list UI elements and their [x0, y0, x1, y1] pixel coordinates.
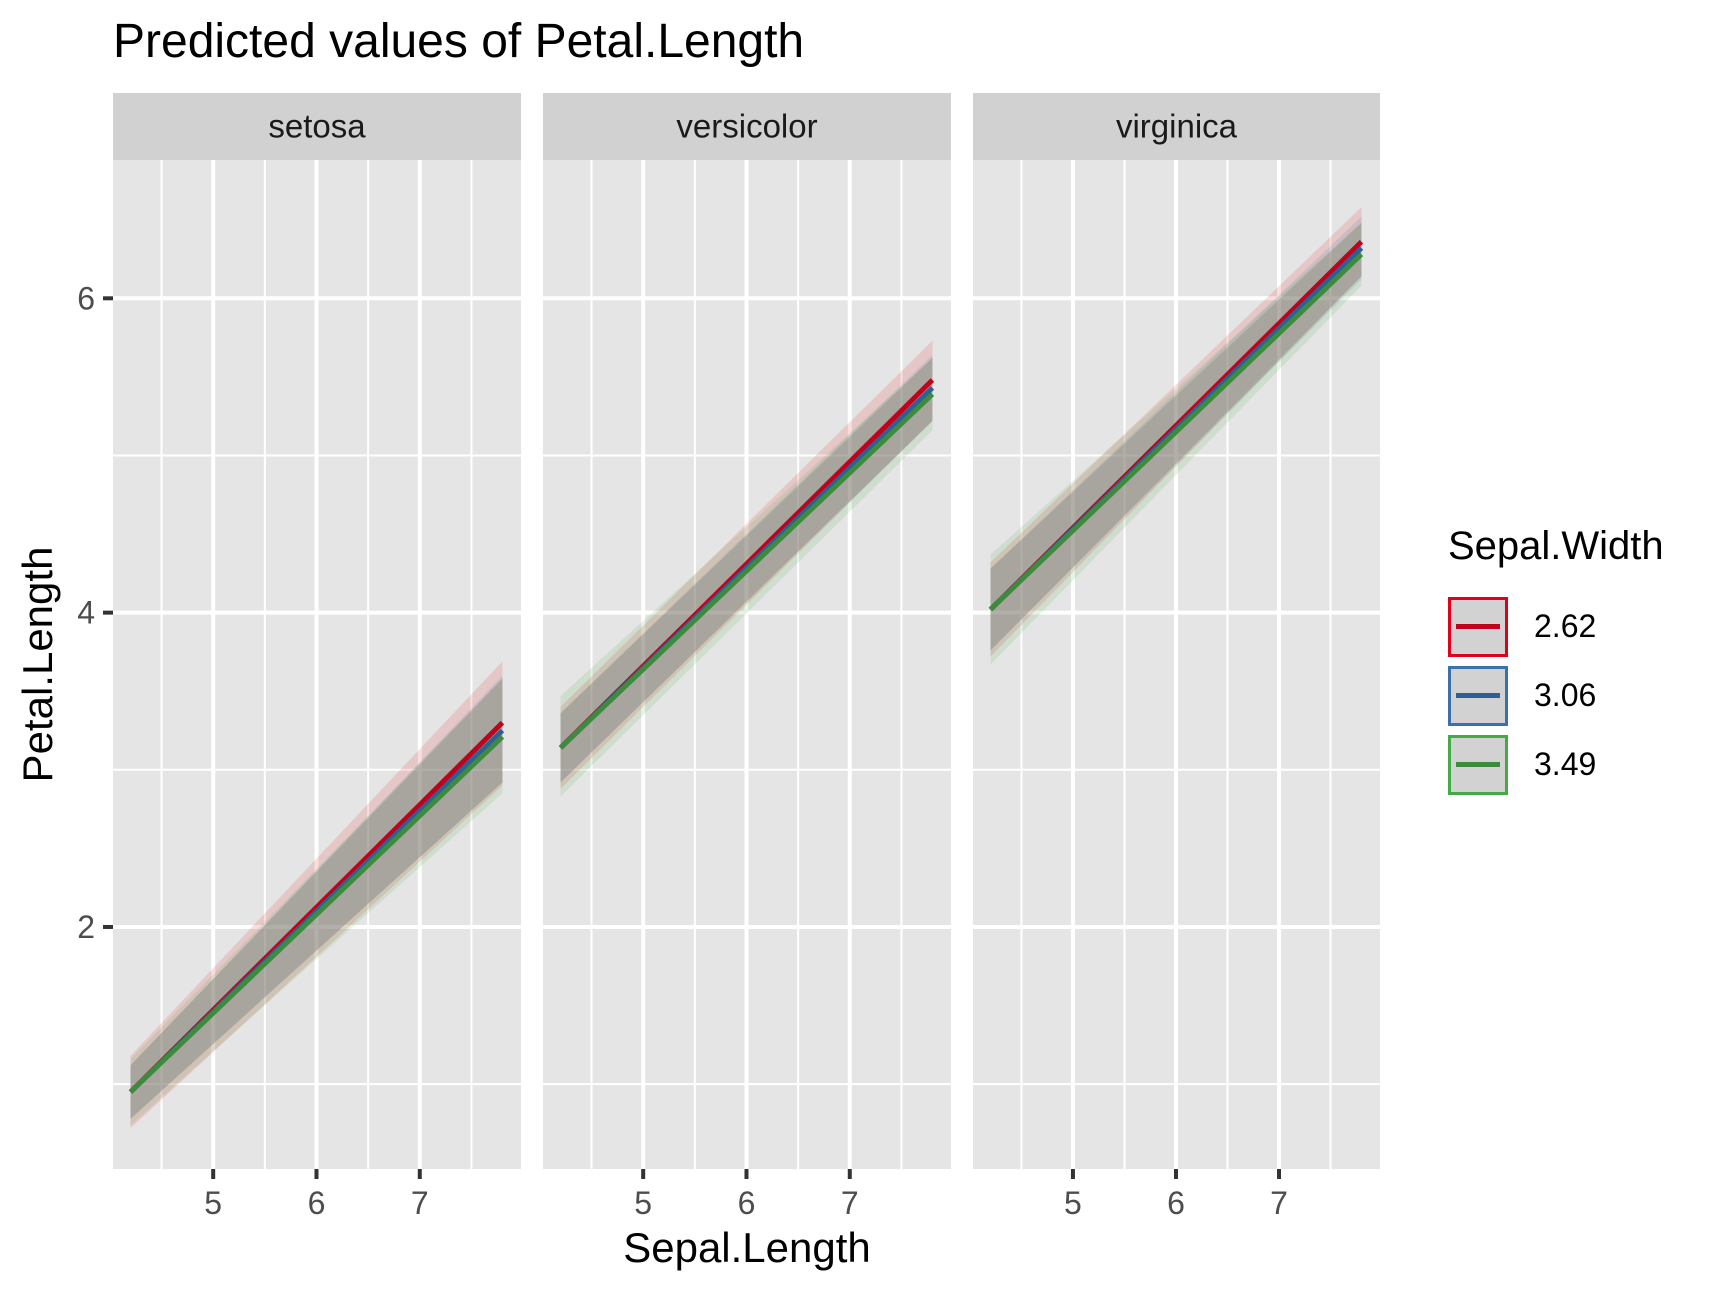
y-tick-label: 2: [77, 909, 95, 945]
x-tick-label: 7: [1270, 1185, 1288, 1221]
legend-label: 3.49: [1534, 746, 1597, 782]
legend-label: 3.06: [1534, 677, 1597, 713]
facet-panel-virginica: virginica 5 6 7: [973, 93, 1380, 1221]
confidence-band: [130, 678, 503, 1125]
x-tick-label: 7: [841, 1185, 859, 1221]
x-axis-title: Sepal.Length: [623, 1224, 871, 1271]
facet-panel-versicolor: versicolor 5 6 7: [543, 93, 951, 1221]
x-tick-label: 6: [1167, 1185, 1185, 1221]
y-axis-title: Petal.Length: [14, 547, 61, 783]
line-key-icon: [1456, 762, 1500, 767]
y-tick-label: 6: [77, 280, 95, 316]
legend-key-swatch: [1448, 665, 1508, 726]
legend-key-swatch: [1448, 734, 1508, 795]
x-tick-label: 6: [308, 1185, 326, 1221]
facet-panel-setosa: setosa 5 6 7: [113, 93, 521, 1221]
x-tick-label: 5: [634, 1185, 652, 1221]
prediction-line-3.49: [558, 392, 935, 750]
x-tick-label: 5: [1064, 1185, 1082, 1221]
confidence-band: [130, 675, 503, 1119]
legend-item: 3.06: [1448, 661, 1664, 730]
line-key-icon: [1456, 693, 1500, 698]
prediction-line-3.49: [128, 734, 505, 1094]
facet-strip: [113, 93, 521, 160]
confidence-band-overlap: [990, 222, 1362, 651]
facet-strip-label: setosa: [268, 108, 366, 145]
x-tick-label: 6: [738, 1185, 756, 1221]
legend-item: 2.62: [1448, 592, 1664, 661]
y-tick-label: 4: [77, 595, 95, 631]
facet-strip-label: virginica: [1116, 108, 1238, 145]
line-key-icon: [1456, 624, 1500, 629]
confidence-band: [560, 358, 933, 797]
facet-strip: [543, 93, 951, 160]
facet-strip-label: versicolor: [676, 108, 817, 145]
plot-title: Predicted values of Petal.Length: [113, 15, 805, 68]
legend-key-swatch: [1448, 596, 1508, 657]
facet-strip: [973, 93, 1380, 160]
legend: Sepal.Width 2.62 3.06 3.49: [1448, 522, 1664, 799]
legend-item: 3.49: [1448, 730, 1664, 799]
legend-label: 2.62: [1534, 608, 1597, 644]
prediction-line-3.49: [988, 252, 1364, 612]
x-tick-label: 5: [204, 1185, 222, 1221]
legend-title: Sepal.Width: [1448, 524, 1664, 568]
confidence-band: [130, 661, 503, 1129]
confidence-band-overlap: [130, 678, 503, 1119]
x-tick-label: 7: [411, 1185, 429, 1221]
